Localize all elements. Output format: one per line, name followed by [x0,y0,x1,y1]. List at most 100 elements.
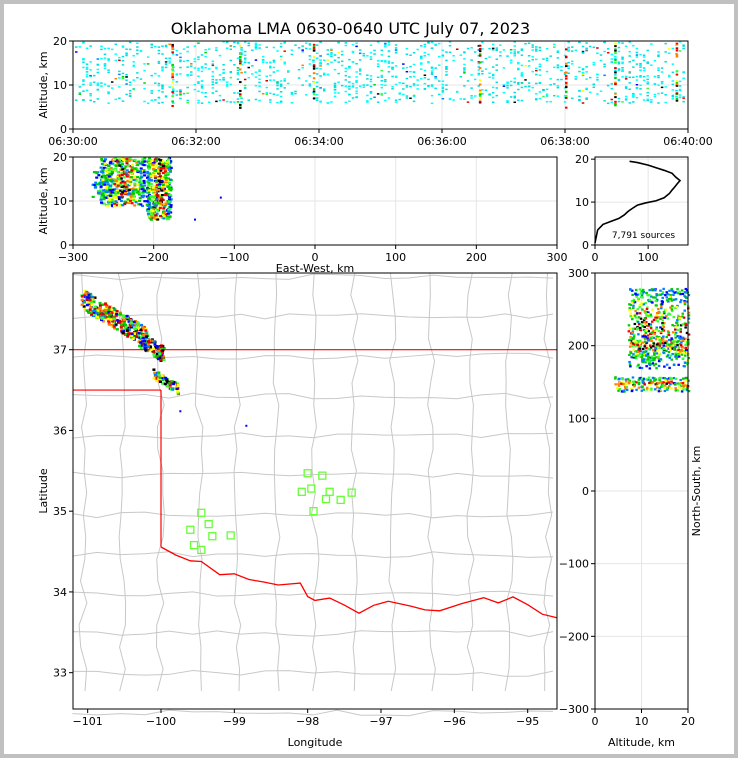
source-point [90,302,94,305]
source-point [154,377,158,380]
x-tick-label: 06:34:00 [294,135,343,148]
source-point [97,174,101,177]
source-point [160,198,164,201]
source-point [247,44,251,47]
source-point [161,351,165,354]
source-point [660,307,663,310]
source-point [159,214,163,218]
source-point [157,158,161,161]
source-point [687,341,690,344]
source-point [159,163,163,166]
source-point [152,350,156,353]
source-point [610,87,614,90]
source-point [642,54,646,56]
source-point [142,179,146,183]
source-point [655,386,659,389]
source-point [542,58,545,60]
source-point [107,92,110,94]
x-tick-label: 20 [681,715,695,728]
source-point [669,343,673,346]
source-point [567,49,570,51]
source-point [169,189,173,192]
source-point [614,74,617,76]
county-line [543,272,553,692]
source-point [549,55,552,57]
source-point [610,60,614,63]
source-point [155,371,159,375]
y-axis-label: North-South, km [690,446,703,537]
source-point [660,315,663,319]
source-point [423,69,427,72]
source-point [592,61,596,64]
source-point [100,57,103,60]
source-point [319,87,322,89]
source-point [172,70,175,72]
source-point [635,47,639,50]
source-point [145,203,149,206]
source-point [619,382,623,385]
source-point [679,300,682,304]
source-point [155,345,159,349]
source-point [391,75,394,78]
source-point [642,99,646,101]
source-point [119,324,123,327]
source-point [633,380,636,383]
source-point [676,344,679,347]
source-point [581,45,585,48]
x-tick-label: 100 [638,251,659,264]
source-point [157,75,161,77]
source-point [578,99,581,101]
source-point [95,171,99,175]
source-point [665,382,668,385]
source-point [596,73,599,76]
source-point [116,171,120,174]
source-point [679,330,682,333]
source-point [617,62,621,65]
source-point [542,89,545,92]
source-point [107,102,110,104]
source-point [95,176,99,179]
source-point [660,303,664,306]
source-point [147,184,151,187]
source-point [578,70,581,73]
source-point [675,321,679,324]
source-point [682,71,685,73]
source-point [211,64,215,67]
source-point [434,44,437,46]
source-point [114,204,118,207]
source-point [148,189,152,192]
source-point [434,77,437,79]
source-point [130,332,134,336]
source-point [665,387,668,390]
source-point [138,179,142,182]
source-point [89,61,92,63]
source-point [125,53,128,55]
source-point [567,67,570,70]
source-point [632,356,635,359]
source-point [394,83,398,86]
source-point [168,384,172,387]
source-point [166,179,170,182]
source-point [677,352,680,356]
source-point [163,213,167,216]
source-point [315,52,319,55]
source-point [164,191,168,195]
source-point [681,312,685,315]
source-point [662,316,665,319]
source-point [152,189,156,193]
source-point [161,91,164,93]
source-point [138,181,142,184]
source-point [628,363,632,366]
source-point [670,387,673,390]
source-point [155,352,159,356]
source-point [351,85,355,87]
source-point [193,45,197,47]
source-point [491,74,495,77]
source-point [105,305,109,308]
source-point [126,183,130,186]
source-point [614,376,617,379]
source-point [146,170,150,173]
source-point [119,199,123,203]
x-tick-label: 0 [592,251,599,264]
county-line [72,551,554,558]
